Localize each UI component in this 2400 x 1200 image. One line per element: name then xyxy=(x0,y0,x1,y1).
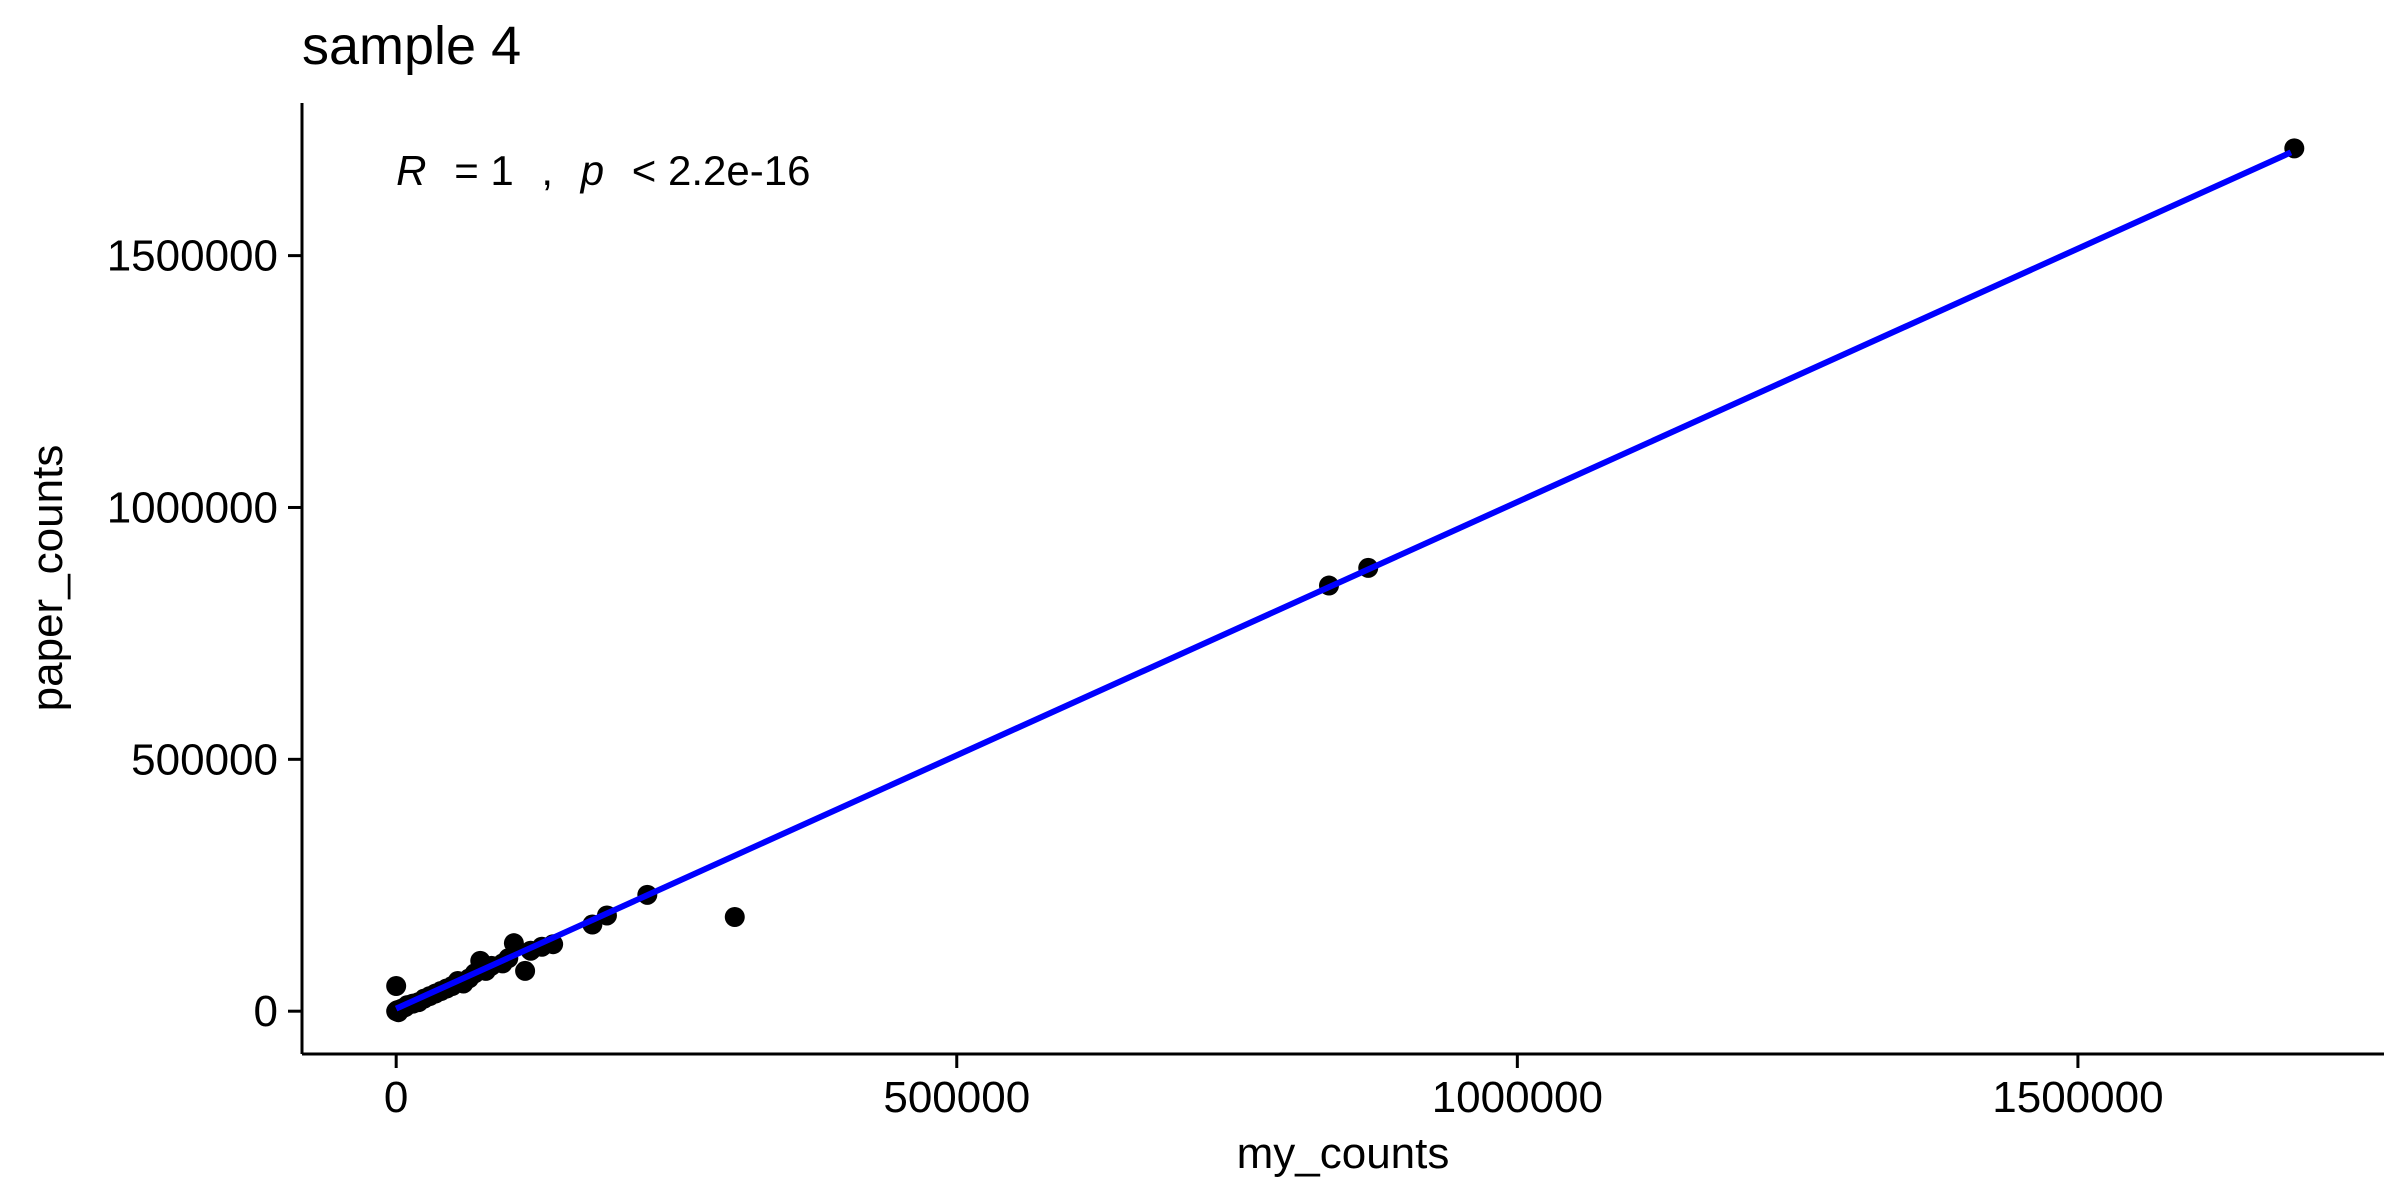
data-point xyxy=(724,906,745,927)
x-tick-label: 500000 xyxy=(883,1073,1030,1122)
y-tick-label: 0 xyxy=(254,987,278,1036)
x-tick-label: 1000000 xyxy=(1432,1073,1603,1122)
correlation-annotation: R = 1 , p < 2.2e-16 xyxy=(396,147,810,194)
x-axis-ticks: 0 500000 1000000 1500000 xyxy=(384,1054,2164,1122)
data-point xyxy=(515,960,536,981)
y-tick-label: 500000 xyxy=(131,735,278,784)
data-point xyxy=(503,933,524,954)
annotation-r-symbol: R xyxy=(396,147,426,194)
y-axis-ticks: 0 500000 1000000 1500000 xyxy=(107,232,302,1036)
data-point xyxy=(386,975,407,996)
y-axis-title: paper_counts xyxy=(23,445,72,712)
x-tick-label: 0 xyxy=(384,1073,408,1122)
annotation-p-symbol: p xyxy=(579,147,604,194)
y-tick-label: 1000000 xyxy=(107,483,278,532)
annotation-p-value: < 2.2e-16 xyxy=(632,147,811,194)
y-tick-label: 1500000 xyxy=(107,232,278,281)
annotation-separator: , xyxy=(541,147,553,194)
x-tick-label: 1500000 xyxy=(1992,1073,2163,1122)
chart-title: sample 4 xyxy=(302,16,521,76)
x-axis-title: my_counts xyxy=(1237,1129,1450,1178)
annotation-r-value: = 1 xyxy=(454,147,514,194)
regression-line xyxy=(394,149,2293,1012)
